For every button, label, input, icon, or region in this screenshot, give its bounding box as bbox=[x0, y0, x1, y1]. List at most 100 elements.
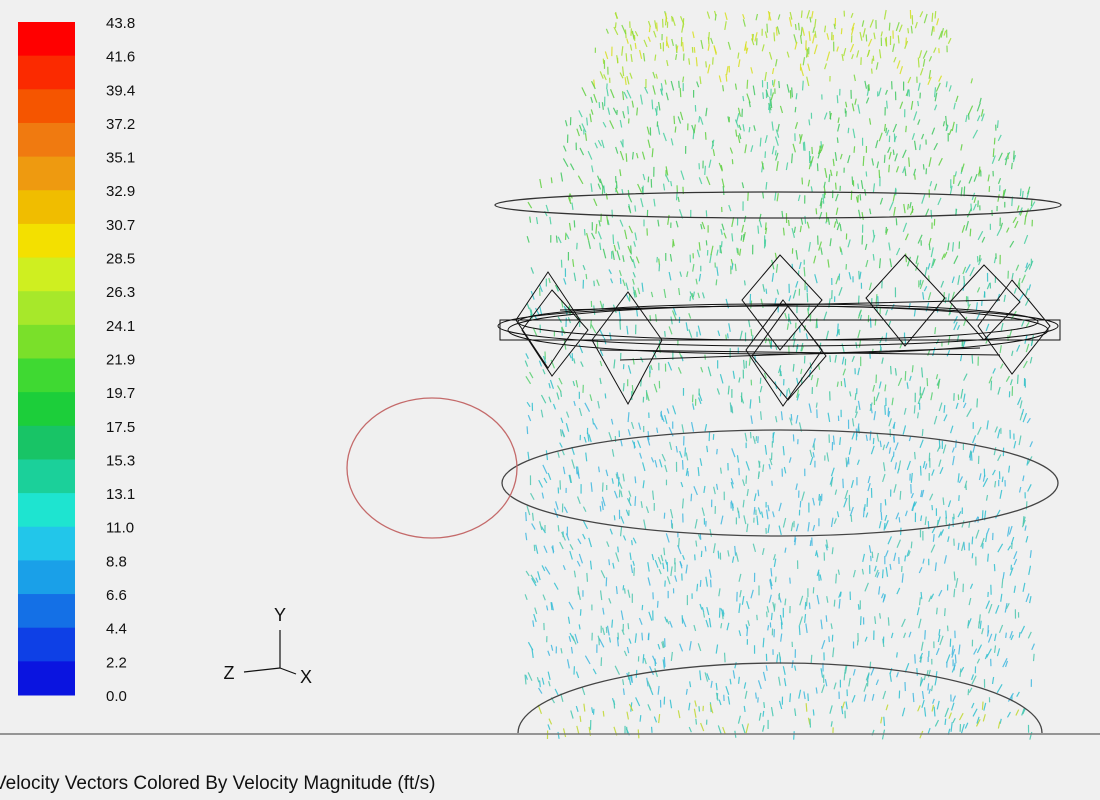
vector bbox=[958, 543, 959, 550]
vector bbox=[603, 711, 604, 717]
vector bbox=[946, 511, 947, 519]
vector bbox=[914, 405, 915, 413]
legend-label: 13.1 bbox=[106, 486, 135, 503]
vector bbox=[891, 366, 892, 374]
vector bbox=[796, 93, 797, 99]
vector bbox=[954, 514, 955, 520]
vector bbox=[870, 318, 871, 328]
vector bbox=[652, 148, 653, 157]
vector bbox=[934, 707, 935, 717]
legend-swatch bbox=[18, 56, 75, 90]
caption: Velocity Vectors Colored By Velocity Mag… bbox=[0, 773, 435, 794]
vector bbox=[796, 346, 797, 352]
vector bbox=[671, 181, 672, 186]
vector bbox=[969, 522, 970, 527]
vector bbox=[614, 515, 615, 520]
vector bbox=[609, 559, 610, 565]
vector bbox=[889, 23, 890, 31]
vector bbox=[616, 181, 617, 188]
vector bbox=[872, 59, 873, 64]
vector bbox=[837, 95, 838, 103]
vector bbox=[830, 111, 831, 120]
vector bbox=[649, 26, 650, 32]
vector bbox=[680, 88, 681, 97]
vector bbox=[739, 677, 740, 684]
vector bbox=[982, 510, 983, 520]
vector bbox=[628, 412, 629, 422]
vector bbox=[744, 360, 745, 369]
vector bbox=[829, 636, 830, 642]
vector bbox=[625, 588, 626, 593]
vector bbox=[771, 613, 772, 620]
vector bbox=[657, 23, 658, 32]
vector bbox=[553, 545, 554, 553]
vector bbox=[917, 668, 918, 676]
vector bbox=[972, 537, 973, 545]
vector bbox=[801, 10, 802, 17]
vector bbox=[819, 572, 820, 581]
legend-label: 6.6 bbox=[106, 587, 127, 604]
legend-swatch bbox=[18, 493, 75, 527]
vector bbox=[623, 383, 624, 391]
vector bbox=[626, 153, 627, 162]
vector bbox=[889, 165, 890, 173]
vector bbox=[717, 449, 718, 454]
vector bbox=[558, 525, 559, 531]
vector bbox=[956, 124, 957, 133]
legend-swatch bbox=[18, 325, 75, 359]
vector bbox=[870, 662, 871, 669]
vector bbox=[906, 253, 907, 262]
vector bbox=[937, 608, 938, 615]
legend-label: 8.8 bbox=[106, 553, 127, 570]
vector bbox=[943, 497, 944, 504]
vector bbox=[534, 545, 535, 551]
legend-swatch bbox=[18, 527, 75, 561]
vector bbox=[840, 437, 841, 445]
legend-label: 41.6 bbox=[106, 49, 135, 66]
vector bbox=[851, 515, 852, 522]
vector bbox=[627, 727, 628, 734]
legend-label: 15.3 bbox=[106, 452, 135, 469]
vector bbox=[758, 226, 759, 234]
vector bbox=[779, 81, 780, 88]
vector bbox=[556, 236, 557, 243]
vector bbox=[826, 615, 827, 621]
vector bbox=[727, 333, 728, 338]
vector bbox=[629, 497, 630, 502]
vector bbox=[705, 132, 706, 140]
vector bbox=[960, 669, 961, 677]
vector bbox=[928, 683, 929, 690]
vector bbox=[665, 331, 666, 337]
vector bbox=[659, 259, 660, 265]
vector bbox=[689, 58, 690, 64]
vector bbox=[527, 426, 528, 434]
vector bbox=[833, 436, 834, 445]
vector bbox=[908, 204, 909, 210]
vector bbox=[604, 185, 605, 193]
vector bbox=[935, 11, 936, 18]
vector bbox=[816, 403, 817, 408]
vector bbox=[1006, 633, 1007, 638]
vector bbox=[756, 693, 757, 699]
vector bbox=[763, 92, 764, 99]
vector bbox=[707, 446, 708, 452]
legend-swatch bbox=[18, 258, 75, 292]
vector bbox=[810, 17, 811, 23]
vector bbox=[915, 452, 916, 459]
vector bbox=[855, 393, 856, 400]
vector bbox=[915, 174, 916, 179]
vector bbox=[905, 371, 906, 381]
vector bbox=[909, 157, 910, 166]
vector bbox=[715, 14, 716, 20]
vector bbox=[811, 655, 812, 664]
vector bbox=[863, 156, 864, 166]
vector bbox=[632, 385, 633, 394]
vector bbox=[744, 280, 745, 285]
legend-label: 37.2 bbox=[106, 116, 135, 133]
vector bbox=[605, 393, 606, 398]
vector bbox=[591, 320, 592, 329]
vector bbox=[945, 719, 946, 725]
legend-label: 0.0 bbox=[106, 688, 127, 705]
vector bbox=[635, 205, 636, 211]
vector bbox=[758, 490, 759, 497]
